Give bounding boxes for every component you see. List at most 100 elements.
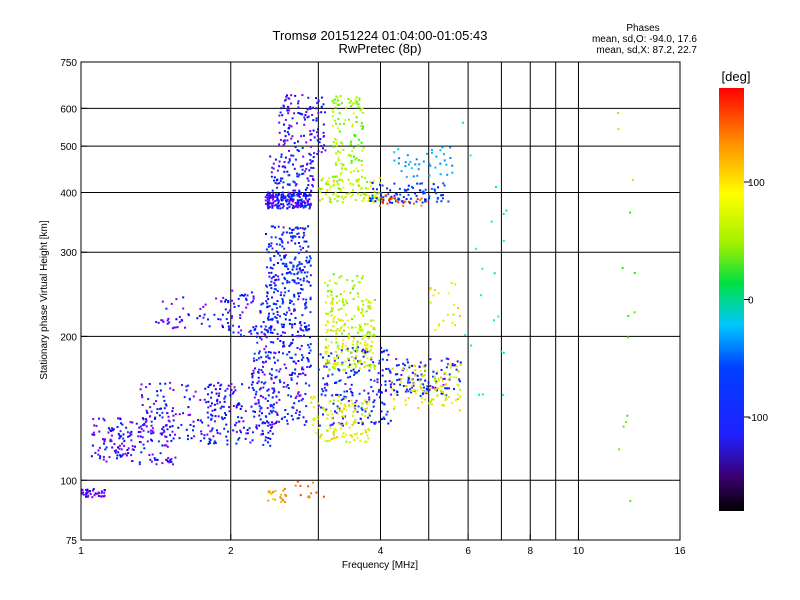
data-point: [441, 197, 444, 200]
data-point: [301, 173, 304, 175]
data-point: [334, 362, 337, 365]
data-point: [354, 372, 357, 375]
data-point: [339, 173, 342, 176]
data-point: [129, 432, 132, 435]
data-point: [441, 146, 444, 149]
data-point: [272, 382, 275, 384]
data-point: [441, 385, 444, 387]
data-point: [288, 159, 291, 162]
data-point: [481, 267, 484, 270]
data-point: [361, 402, 364, 405]
data-point: [168, 420, 171, 423]
data-point: [313, 396, 316, 399]
data-point: [310, 396, 313, 399]
data-point: [410, 391, 413, 394]
data-point: [117, 451, 120, 454]
data-point: [303, 322, 306, 325]
data-point: [352, 183, 355, 186]
data-point: [299, 328, 302, 331]
data-point: [149, 429, 152, 432]
data-point: [302, 194, 305, 197]
data-point: [342, 298, 344, 301]
data-point: [290, 239, 293, 242]
data-point: [267, 251, 270, 254]
data-point: [118, 434, 121, 437]
data-point: [336, 104, 339, 106]
data-point: [327, 344, 330, 347]
data-point: [376, 198, 379, 201]
data-point: [245, 299, 248, 301]
data-point: [416, 374, 419, 377]
data-point: [296, 226, 299, 229]
data-point: [337, 318, 340, 321]
data-point: [103, 419, 106, 422]
data-point: [357, 159, 360, 162]
data-point: [323, 365, 326, 368]
data-point: [92, 488, 95, 491]
y-tick-label: 500: [60, 142, 77, 153]
data-point: [277, 275, 280, 278]
data-point: [283, 294, 286, 297]
data-point: [171, 430, 174, 433]
data-point: [301, 205, 304, 207]
data-point: [361, 421, 364, 424]
data-point: [297, 282, 300, 285]
data-point: [629, 500, 632, 502]
data-point: [300, 271, 303, 274]
data-point: [270, 492, 273, 495]
data-point: [388, 199, 390, 202]
data-point: [265, 233, 267, 235]
data-point: [269, 318, 272, 321]
data-point: [336, 301, 338, 304]
data-point: [262, 365, 264, 368]
data-point: [85, 489, 88, 491]
data-point: [297, 199, 300, 202]
data-point: [370, 319, 373, 322]
data-point: [333, 198, 336, 200]
data-point: [260, 356, 263, 359]
data-point: [345, 433, 348, 436]
data-point: [330, 352, 333, 355]
data-point: [439, 385, 442, 388]
data-point: [127, 435, 130, 438]
data-point: [327, 290, 330, 293]
data-point: [296, 193, 299, 196]
data-point: [333, 179, 336, 182]
data-point: [160, 433, 163, 436]
data-point: [275, 278, 278, 281]
data-point: [170, 302, 173, 305]
data-point: [366, 357, 369, 360]
data-point: [292, 163, 294, 166]
data-point: [367, 306, 370, 309]
data-point: [252, 431, 254, 434]
data-point: [364, 415, 367, 418]
data-point: [351, 424, 354, 426]
data-point: [362, 275, 364, 277]
data-point: [318, 436, 321, 439]
data-point: [280, 501, 282, 503]
data-point: [478, 393, 480, 396]
data-point: [293, 206, 295, 209]
data-point: [280, 193, 283, 196]
data-point: [284, 314, 287, 316]
data-point: [402, 204, 405, 207]
data-point: [166, 459, 169, 462]
data-point: [340, 424, 343, 427]
data-point: [274, 316, 277, 318]
data-point: [306, 271, 309, 274]
data-point: [305, 111, 308, 113]
data-point: [340, 398, 343, 401]
data-point: [311, 160, 314, 163]
data-point: [216, 398, 219, 401]
data-point: [262, 386, 265, 389]
data-point: [161, 462, 164, 465]
data-point: [297, 102, 300, 105]
data-point: [272, 263, 275, 266]
data-point: [343, 395, 346, 398]
data-point: [104, 438, 106, 441]
data-point: [391, 201, 394, 204]
data-point: [442, 182, 445, 185]
data-point: [288, 227, 291, 230]
data-point: [290, 374, 293, 376]
data-point: [346, 302, 349, 305]
